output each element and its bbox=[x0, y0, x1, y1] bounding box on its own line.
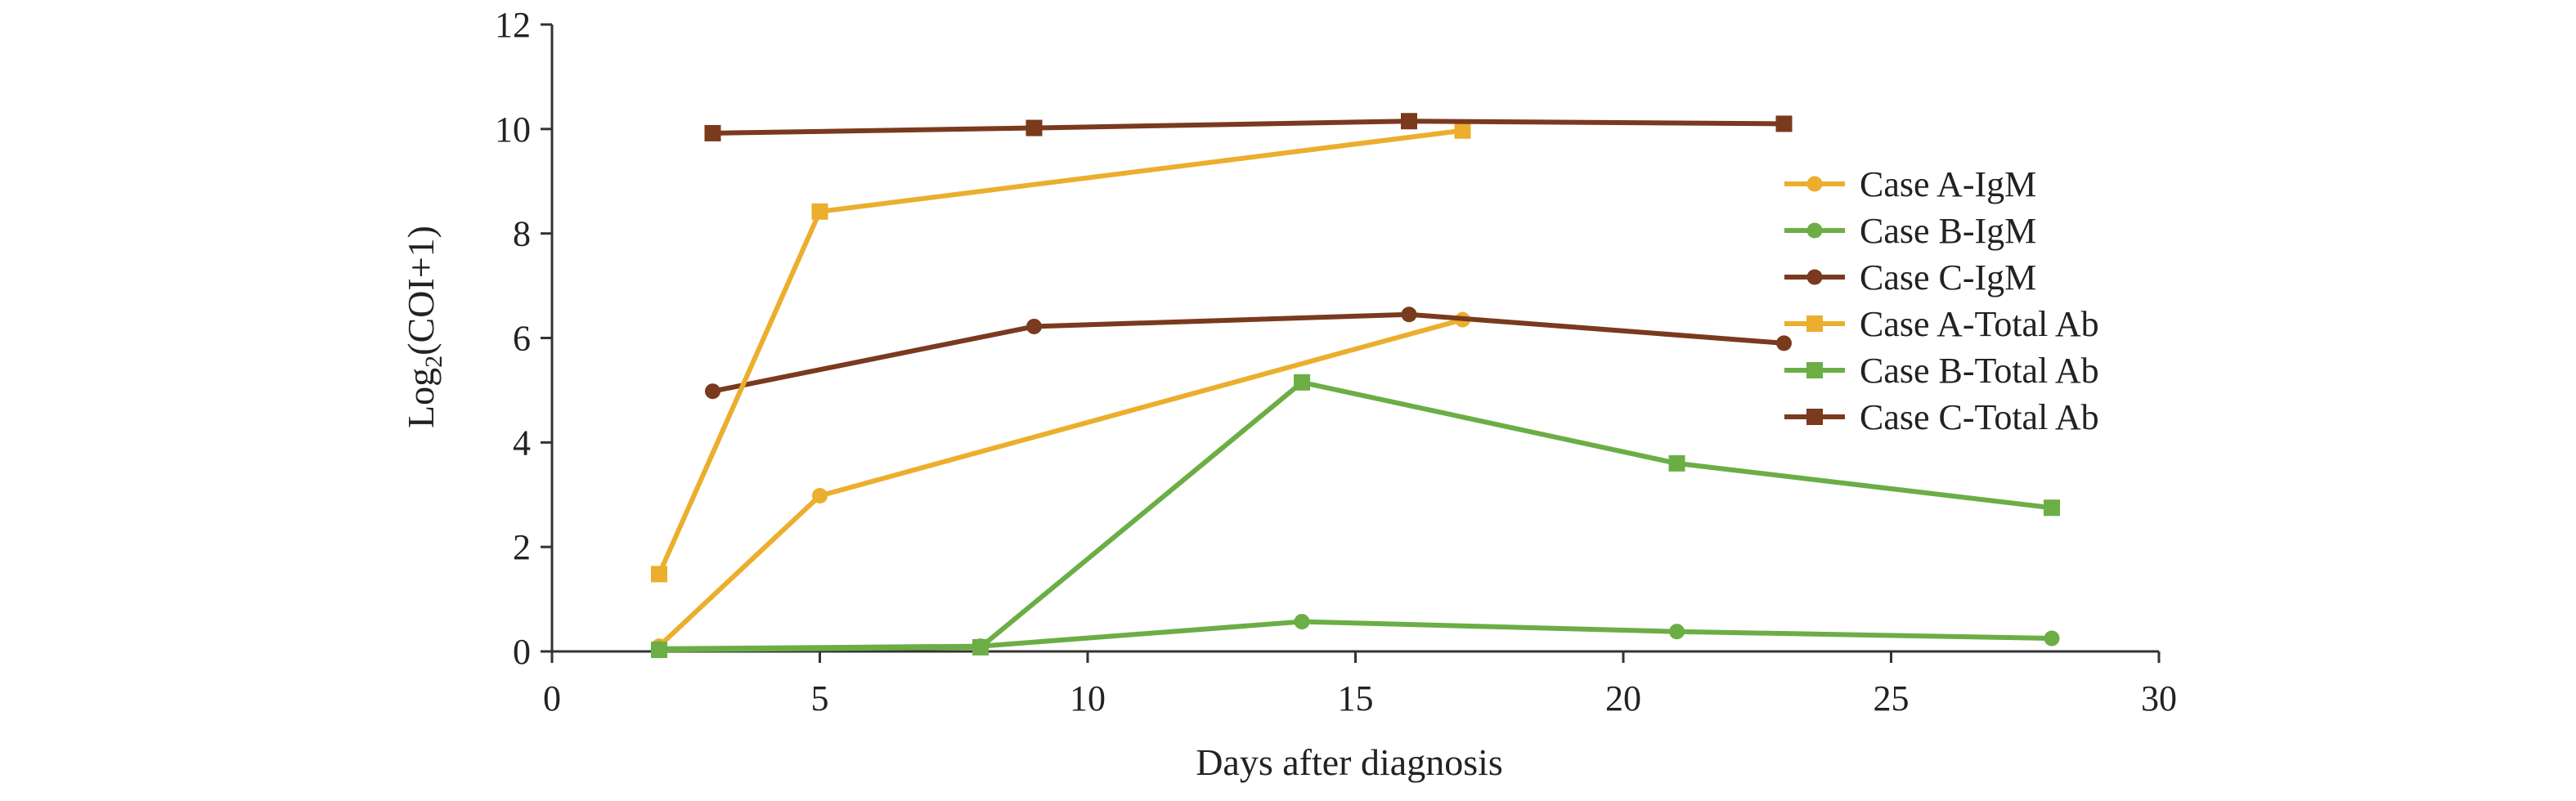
legend-label: Case C-Total Ab bbox=[1860, 397, 2099, 437]
series-line bbox=[711, 311, 1784, 394]
x-tick-label: 30 bbox=[2141, 678, 2177, 718]
series-group bbox=[651, 374, 2060, 659]
legend: Case A-IgM Case B-IgM Case C-IgM Case A-Tot… bbox=[1784, 164, 2099, 437]
legend-label: Case A-IgM bbox=[1860, 164, 2036, 204]
data-point-circle bbox=[1401, 307, 1417, 323]
data-point-square bbox=[651, 642, 667, 659]
x-tick-label: 10 bbox=[1070, 678, 1106, 718]
series-group bbox=[651, 311, 1470, 655]
y-tick-label: 0 bbox=[513, 632, 531, 672]
data-point-circle bbox=[705, 383, 720, 400]
data-point-square bbox=[1775, 115, 1793, 132]
series-group bbox=[705, 307, 1792, 400]
data-point-square bbox=[2044, 499, 2060, 517]
data-point-square bbox=[651, 566, 667, 583]
legend-marker-square bbox=[1806, 315, 1823, 332]
series-line bbox=[658, 379, 2053, 653]
data-point-square bbox=[1668, 454, 1685, 472]
y-axis-title: Log2(COI+1) bbox=[400, 226, 447, 428]
series-group bbox=[704, 113, 1793, 141]
y-axis-title-rest: (COI+1) bbox=[400, 226, 442, 356]
legend-marker-square bbox=[1806, 362, 1823, 378]
x-tick-label: 25 bbox=[1874, 678, 1910, 718]
series-line bbox=[657, 317, 1464, 648]
axes: 0 2 4 6 8 10 12 0 5 10 15 20 25 30 bbox=[495, 5, 2177, 718]
data-point-circle bbox=[1026, 318, 1042, 334]
data-point-square bbox=[1454, 122, 1471, 139]
legend-item: Case B-Total Ab bbox=[1784, 351, 2099, 391]
y-axis-title-main: Log bbox=[400, 368, 442, 428]
series-line bbox=[712, 119, 1784, 136]
legend-item: Case C-Total Ab bbox=[1784, 397, 2099, 437]
x-tick-label: 0 bbox=[543, 678, 561, 718]
y-tick-label: 10 bbox=[495, 110, 531, 150]
y-tick-label: 6 bbox=[513, 319, 531, 359]
legend-marker-circle bbox=[1806, 269, 1823, 285]
data-point-square bbox=[1401, 113, 1417, 130]
data-point-square bbox=[704, 124, 721, 141]
y-tick-label: 4 bbox=[513, 423, 531, 463]
data-point-square bbox=[811, 203, 828, 220]
y-axis-title-subscript: 2 bbox=[420, 356, 447, 368]
x-tick-label: 20 bbox=[1605, 678, 1641, 718]
data-point-circle bbox=[1776, 335, 1792, 351]
data-point-square bbox=[1025, 119, 1043, 136]
data-point-circle bbox=[1294, 614, 1310, 630]
legend-item: Case A-Total Ab bbox=[1784, 304, 2099, 344]
x-axis-title: Days after diagnosis bbox=[1196, 741, 1503, 783]
x-tick-label: 5 bbox=[811, 678, 829, 718]
data-point-square bbox=[972, 638, 989, 656]
data-point-circle bbox=[812, 488, 828, 504]
legend-item: Case B-IgM bbox=[1784, 211, 2036, 251]
legend-label: Case C-IgM bbox=[1860, 257, 2036, 298]
legend-marker-circle bbox=[1806, 176, 1823, 192]
data-point-circle bbox=[1669, 624, 1685, 640]
legend-marker-circle bbox=[1806, 222, 1823, 239]
y-tick-label: 12 bbox=[495, 5, 531, 45]
legend-item: Case A-IgM bbox=[1784, 164, 2036, 204]
legend-item: Case C-IgM bbox=[1784, 257, 2036, 298]
legend-label: Case B-IgM bbox=[1860, 211, 2036, 251]
data-point-circle bbox=[2044, 630, 2060, 647]
series-line bbox=[658, 619, 2053, 651]
data-point-square bbox=[1294, 374, 1310, 391]
legend-label: Case B-Total Ab bbox=[1860, 351, 2099, 391]
series-group bbox=[651, 122, 1471, 583]
y-tick-label: 8 bbox=[513, 214, 531, 254]
x-tick-label: 15 bbox=[1338, 678, 1374, 718]
y-tick-label: 2 bbox=[513, 527, 531, 567]
legend-marker-square bbox=[1806, 409, 1823, 425]
series-layer bbox=[651, 113, 2060, 659]
legend-label: Case A-Total Ab bbox=[1860, 304, 2099, 344]
